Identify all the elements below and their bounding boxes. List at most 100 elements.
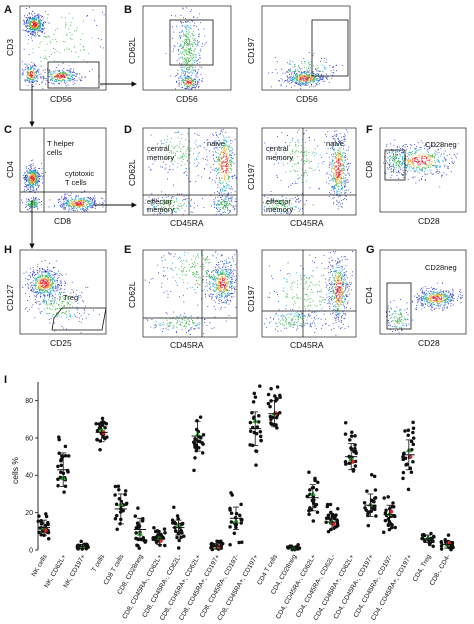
density-dot	[62, 80, 64, 81]
density-dot	[180, 151, 181, 152]
density-dot	[194, 62, 195, 63]
density-dot	[196, 146, 198, 148]
density-dot	[197, 40, 198, 42]
density-dot	[57, 74, 59, 76]
density-dot	[303, 79, 305, 81]
density-dot	[273, 163, 275, 165]
density-dot	[25, 67, 27, 69]
density-dot	[311, 75, 312, 76]
density-dot	[195, 45, 197, 47]
density-dot	[171, 145, 173, 147]
density-dot	[37, 28, 39, 30]
density-dot	[286, 209, 288, 210]
density-dot	[306, 158, 308, 160]
density-dot	[50, 72, 52, 74]
density-dot	[41, 16, 43, 18]
density-dot	[291, 153, 293, 155]
density-dot	[190, 11, 191, 12]
density-dot	[423, 167, 425, 169]
density-dot	[74, 83, 76, 85]
density-dot	[226, 147, 227, 149]
density-dot	[292, 78, 294, 80]
density-dot	[219, 163, 220, 165]
density-dot	[324, 67, 326, 69]
density-dot	[392, 153, 394, 154]
density-dot	[328, 156, 330, 158]
density-dot	[31, 77, 32, 79]
density-dot	[421, 162, 423, 164]
density-dot	[184, 85, 185, 87]
density-dot	[230, 150, 232, 151]
density-dot	[166, 210, 168, 212]
density-dot	[30, 171, 32, 173]
density-dot	[38, 24, 40, 25]
density-dot	[182, 51, 183, 53]
density-dot	[38, 17, 40, 19]
density-dot	[221, 129, 223, 131]
density-dot	[65, 74, 67, 76]
density-dot	[186, 78, 188, 79]
density-dot	[342, 145, 344, 147]
density-dot	[216, 168, 218, 170]
density-dot	[30, 32, 31, 34]
density-dot	[284, 150, 286, 152]
density-dot	[439, 172, 441, 174]
density-dot	[89, 200, 91, 202]
density-dot	[176, 145, 178, 146]
density-dot	[199, 13, 201, 15]
density-dot	[301, 174, 302, 176]
density-dot	[426, 173, 428, 175]
density-dot	[43, 25, 44, 27]
density-dot	[183, 17, 184, 19]
density-dot	[288, 69, 290, 71]
density-dot	[31, 180, 33, 182]
density-dot	[394, 161, 396, 163]
density-dot	[228, 181, 230, 182]
density-dot	[34, 181, 36, 183]
density-dot	[171, 150, 172, 152]
density-dot	[199, 79, 200, 80]
density-dot	[179, 35, 180, 37]
density-dot	[32, 204, 33, 206]
density-dot	[78, 205, 80, 207]
density-dot	[62, 63, 64, 65]
density-dot	[31, 184, 33, 186]
density-dot	[180, 43, 182, 45]
density-dot	[28, 81, 30, 83]
density-dot	[298, 178, 299, 179]
density-dot	[34, 29, 36, 30]
density-dot	[185, 35, 187, 37]
density-dot	[28, 74, 30, 75]
density-dot	[194, 80, 196, 82]
density-dot	[70, 206, 72, 208]
density-dot	[163, 161, 164, 163]
density-dot	[197, 63, 198, 65]
density-dot	[201, 176, 203, 178]
density-dot	[429, 146, 430, 148]
density-dot	[34, 19, 35, 21]
density-dot	[228, 204, 229, 206]
density-dot	[37, 31, 39, 33]
density-dot	[340, 165, 341, 167]
density-dot	[336, 201, 338, 203]
density-dot	[314, 85, 316, 87]
density-dot	[275, 212, 276, 214]
density-dot	[32, 196, 34, 198]
density-dot	[200, 22, 201, 24]
density-dot	[191, 53, 192, 54]
density-dot	[298, 201, 300, 203]
density-dot	[28, 203, 30, 205]
density-dot	[420, 170, 422, 172]
density-dot	[30, 82, 32, 84]
density-dot	[228, 192, 230, 194]
density-dot	[329, 180, 331, 181]
density-dot	[70, 200, 72, 201]
density-dot	[300, 77, 301, 79]
density-dot	[31, 40, 33, 42]
density-dot	[270, 201, 271, 203]
density-dot	[430, 170, 432, 172]
density-dot	[336, 184, 338, 186]
panel-d-xlabel: CD45RA	[170, 218, 204, 228]
density-dot	[184, 49, 186, 51]
density-dot	[173, 45, 175, 47]
